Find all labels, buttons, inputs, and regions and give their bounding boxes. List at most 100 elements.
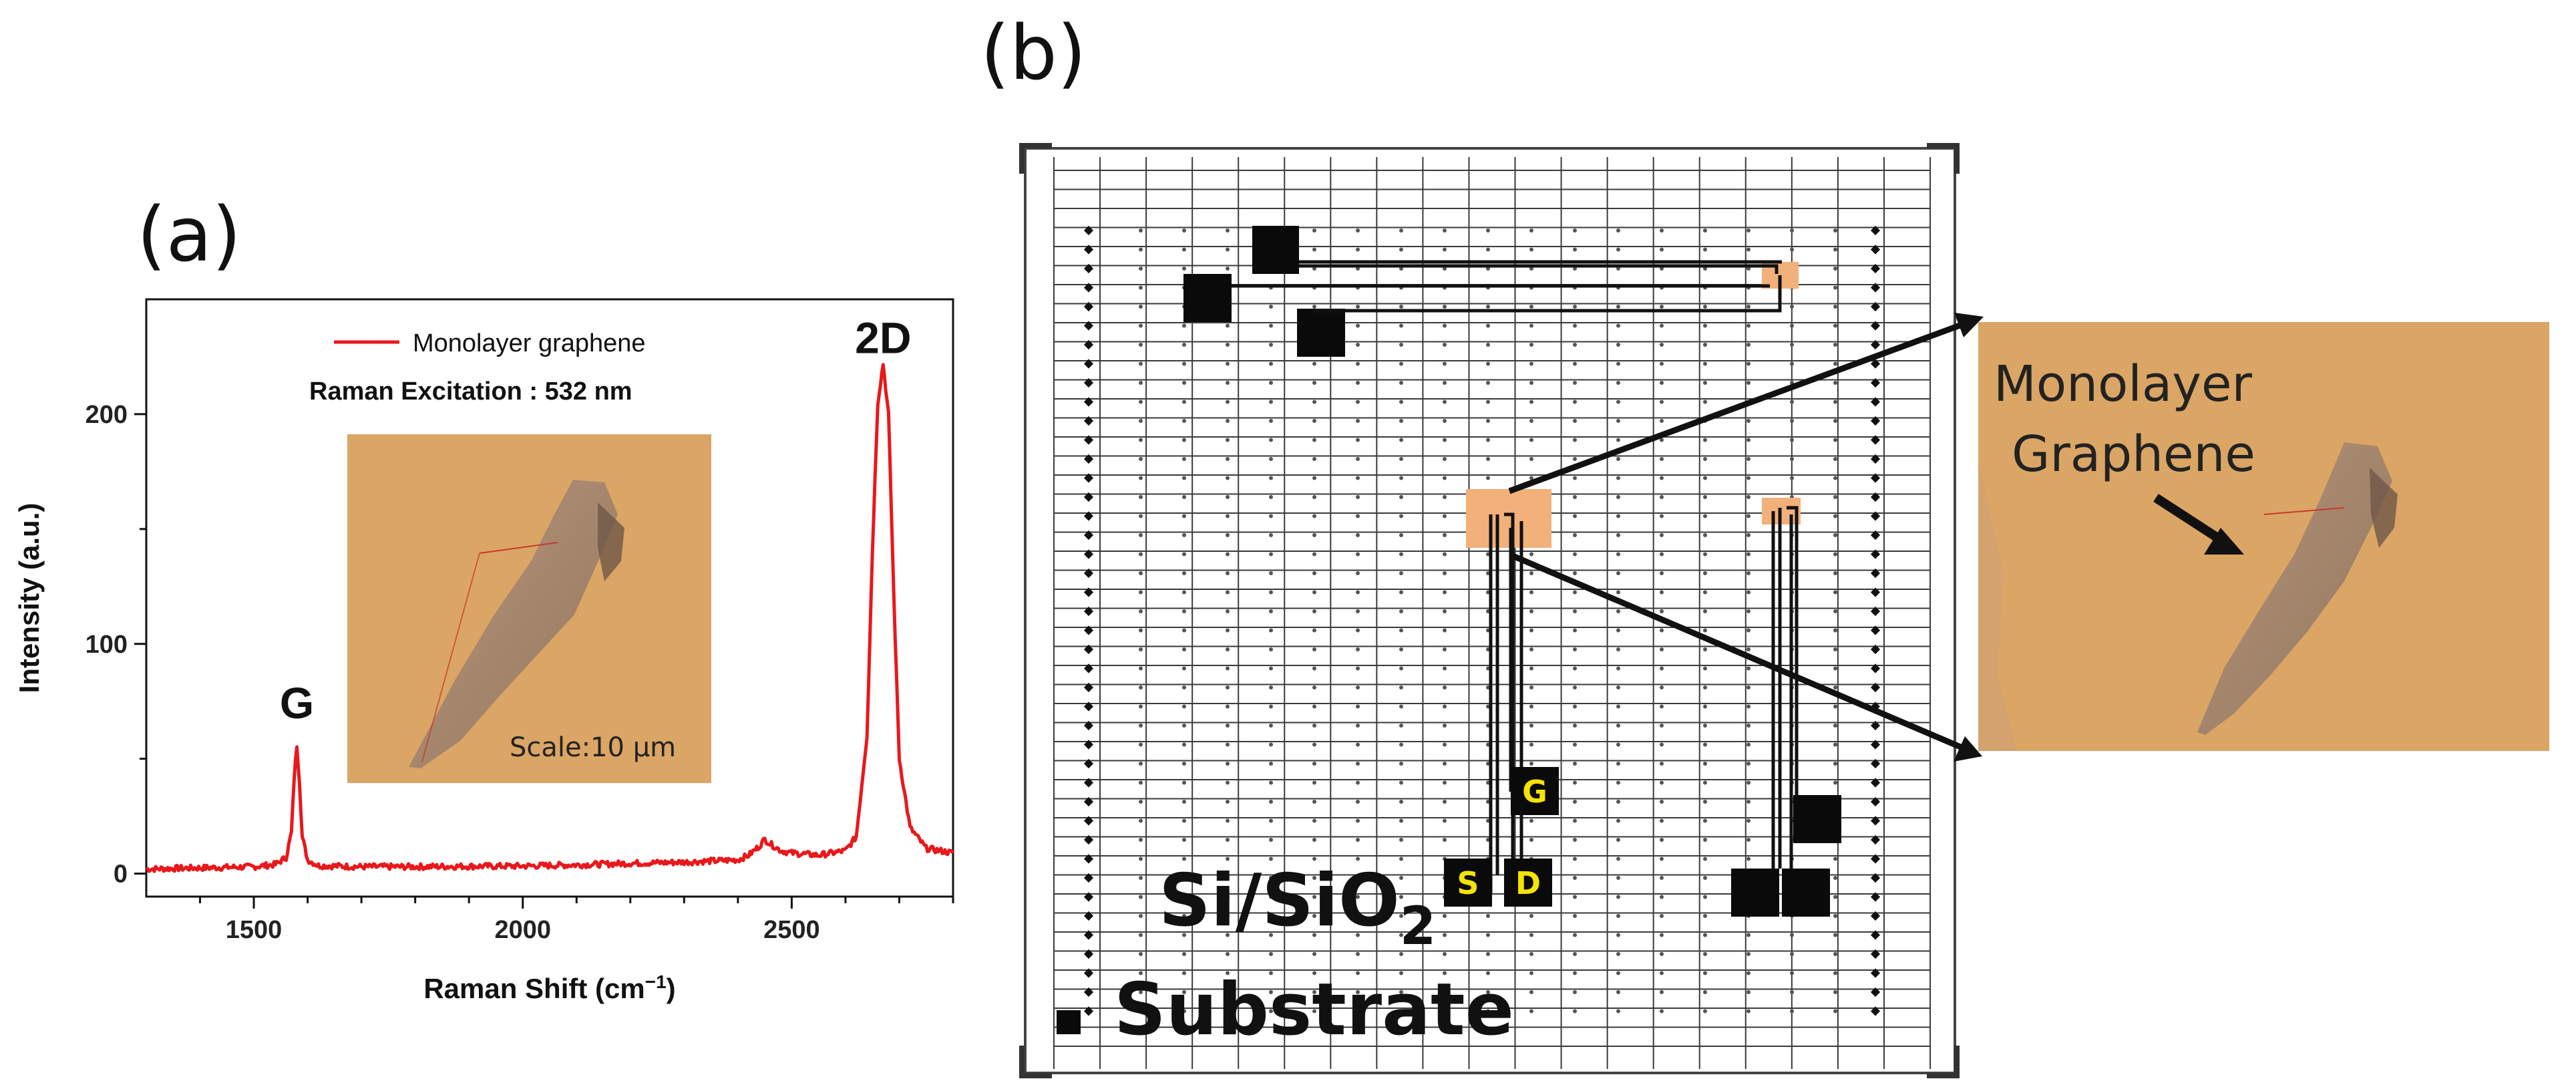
array-dot [1833, 247, 1837, 252]
array-dot [1356, 895, 1360, 899]
alignment-marker [1083, 911, 1094, 921]
alignment-marker [1083, 702, 1094, 712]
x-axis-title: Raman Shift (cm−1) [423, 971, 675, 1005]
array-dot [1443, 647, 1447, 651]
array-dot [1529, 361, 1533, 366]
array-dot [1312, 876, 1316, 880]
array-dot [1703, 228, 1707, 233]
array-dot [1660, 533, 1664, 537]
alignment-marker [1083, 625, 1094, 635]
array-dot [1660, 590, 1664, 595]
array-dot [1703, 914, 1707, 918]
array-dot [1660, 990, 1664, 994]
chip-outline [1024, 147, 1956, 1074]
plot-frame [145, 298, 954, 898]
array-dot [1703, 628, 1707, 633]
array-dot [1139, 685, 1143, 689]
array-dot [1356, 514, 1360, 518]
array-dot [1356, 685, 1360, 689]
array-dot [1139, 552, 1143, 557]
array-dot [1443, 990, 1447, 994]
array-dot [1573, 724, 1577, 728]
array-dot [1703, 514, 1707, 518]
array-dot [1443, 361, 1447, 366]
array-dot [1399, 590, 1403, 595]
array-dot [1746, 495, 1751, 499]
right-pad-1 [1793, 795, 1841, 843]
array-dot [1833, 267, 1837, 271]
device-schematic: G S D Si/SiO2 Substrate [1019, 143, 1960, 1078]
center-flake-highlight [1466, 489, 1551, 548]
array-dot [1616, 952, 1620, 956]
array-dot [1226, 857, 1230, 861]
array-dot [1573, 762, 1577, 766]
array-dot [1746, 666, 1751, 671]
array-dot [1573, 476, 1577, 480]
array-dot [1182, 800, 1186, 804]
array-dot [1356, 971, 1360, 975]
zoom-arrow-bottom [1511, 553, 1965, 752]
gate-pad [1511, 767, 1559, 815]
array-dot [1269, 876, 1273, 880]
array-dot [1356, 476, 1360, 480]
zoom-arrows [1508, 313, 1984, 762]
array-dot [1790, 933, 1794, 937]
array-dot [1746, 971, 1751, 975]
array-dot [1312, 800, 1316, 804]
array-dot [1399, 742, 1403, 747]
array-dot [1356, 838, 1360, 842]
array-dot [1226, 590, 1230, 595]
array-dot [1356, 914, 1360, 918]
array-dot [1312, 762, 1316, 766]
right-pad-3 [1782, 869, 1830, 917]
array-dot [1356, 762, 1360, 766]
array-dot [1312, 514, 1316, 518]
alignment-marker [1083, 987, 1094, 997]
array-dot [1139, 476, 1143, 480]
array-dot [1312, 857, 1316, 861]
array-dot [1356, 724, 1360, 728]
array-dot [1443, 457, 1447, 461]
array-dot [1616, 1009, 1620, 1014]
array-dot [1616, 419, 1620, 423]
array-dot [1703, 857, 1707, 861]
zoom-arrow-top [1508, 321, 1965, 494]
array-dot [1746, 457, 1751, 461]
array-dot [1356, 780, 1360, 785]
array-dot [1833, 590, 1837, 595]
array-dot [1443, 323, 1447, 328]
array-dot [1139, 495, 1143, 499]
array-dot [1269, 552, 1273, 557]
array-dot [1139, 857, 1143, 861]
array-dot [1269, 933, 1273, 937]
array-dot [1746, 419, 1751, 423]
array-dot [1399, 400, 1403, 404]
array-dot [1226, 476, 1230, 480]
array-dot [1443, 628, 1447, 633]
array-dot [1139, 400, 1143, 404]
array-dot [1746, 742, 1751, 747]
array-dot [1356, 1009, 1360, 1014]
array-dot [1182, 876, 1186, 880]
array-dot [1226, 933, 1230, 937]
array-dot [1399, 971, 1403, 975]
array-dot [1833, 457, 1837, 461]
array-dot [1486, 419, 1490, 423]
alignment-marker [1083, 283, 1094, 293]
array-dot [1746, 762, 1751, 766]
array-dot [1226, 457, 1230, 461]
array-dot [1356, 419, 1360, 423]
array-dot [1703, 933, 1707, 937]
array-dot [1703, 323, 1707, 328]
array-dot [1486, 323, 1490, 328]
array-dot [1616, 514, 1620, 518]
array-dot [1703, 724, 1707, 728]
alignment-marker [1083, 758, 1094, 769]
array-dot [1660, 742, 1664, 747]
array-dot [1269, 590, 1273, 595]
array-dot [1746, 323, 1751, 328]
array-dot [1139, 628, 1143, 633]
array-dot [1312, 590, 1316, 595]
alignment-marker [1083, 720, 1094, 731]
array-dot [1312, 419, 1316, 423]
